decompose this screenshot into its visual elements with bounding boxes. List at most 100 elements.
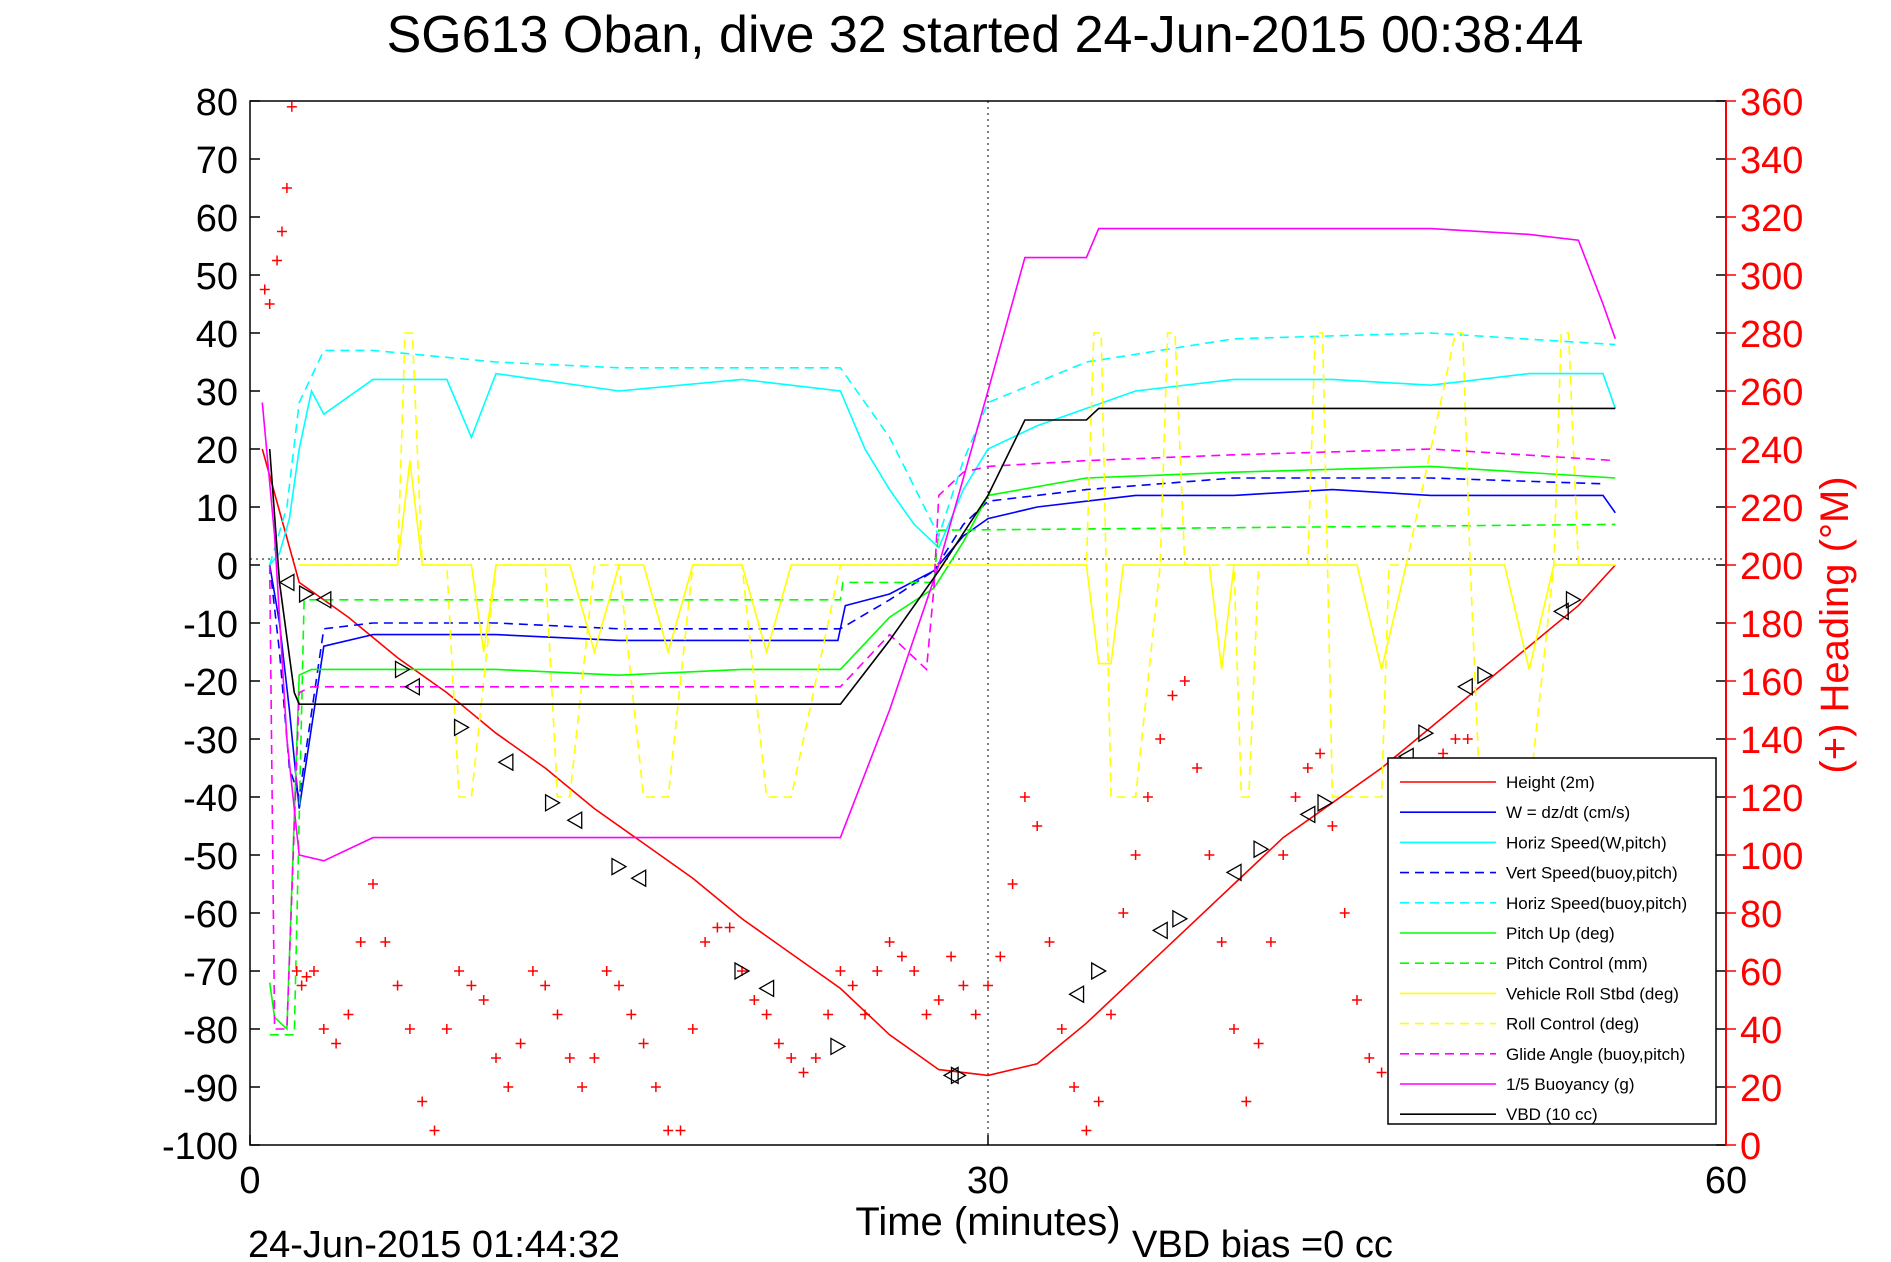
time-marker-triangle: [1418, 724, 1435, 743]
heading-marker: [1106, 1009, 1116, 1020]
y-right-tick-label: 200: [1740, 546, 1803, 588]
heading-marker: [675, 1125, 686, 1136]
y-right-tick-label: 0: [1740, 1126, 1761, 1168]
heading-marker: [1216, 937, 1227, 947]
heading-marker: [1019, 792, 1030, 802]
heading-marker: [1462, 734, 1473, 744]
heading-marker: [650, 1082, 661, 1092]
y-right-tick-label: 260: [1740, 372, 1803, 414]
heading-marker: [1056, 1024, 1067, 1034]
legend-entry-roll-control-deg: Roll Control (deg): [1400, 1015, 1639, 1034]
heading-marker: [1302, 763, 1313, 773]
heading-marker: [552, 1009, 563, 1020]
footer-vbd-bias: VBD bias =0 cc: [1132, 1224, 1393, 1262]
heading-marker: [1438, 748, 1449, 759]
heading-marker: [454, 966, 465, 976]
heading-marker: [429, 1125, 440, 1136]
heading-marker: [1229, 1024, 1239, 1034]
heading-marker: [921, 1009, 932, 1020]
y-right-tick-label: 160: [1740, 662, 1803, 704]
time-marker-triangle: [453, 718, 470, 737]
heading-marker: [308, 966, 319, 976]
time-marker-triangle: [758, 979, 775, 998]
heading-marker: [1081, 1125, 1092, 1136]
heading-marker: [540, 980, 551, 991]
heading-marker: [259, 284, 270, 295]
heading-marker: [1007, 879, 1018, 889]
y-left-tick-label: 60: [196, 198, 238, 240]
heading-marker: [368, 879, 378, 889]
y-left-tick-label: -100: [162, 1126, 238, 1168]
heading-marker: [392, 980, 403, 991]
time-marker-triangle: [950, 1066, 967, 1085]
heading-marker: [1278, 850, 1289, 860]
y-left-tick-label: -70: [183, 952, 238, 994]
y-left-tick-label: 20: [196, 430, 238, 472]
legend-label: VBD (10 cc): [1506, 1105, 1598, 1124]
heading-marker: [1155, 734, 1166, 744]
heading-marker: [724, 922, 735, 933]
time-marker-triangle: [1253, 840, 1270, 859]
y-left-tick-label: -40: [183, 778, 238, 820]
legend-label: W = dz/dt (cm/s): [1506, 803, 1630, 822]
y-left-tick-label: 80: [196, 82, 238, 124]
heading-marker: [589, 1053, 600, 1063]
y-right-tick-label: 180: [1740, 604, 1803, 646]
series-line-1-5-buoyancy-g: [261, 227, 1617, 862]
time-marker-triangle: [497, 753, 514, 772]
heading-marker: [958, 980, 969, 991]
heading-marker: [638, 1038, 649, 1049]
series-line-pitch-control-mm: [269, 523, 1616, 1036]
heading-marker: [614, 980, 624, 991]
heading-marker: [272, 255, 283, 266]
y-right-tick-label: 220: [1740, 488, 1803, 530]
legend-label: Horiz Speed(buoy,pitch): [1506, 894, 1687, 913]
legend-entry-pitch-up-deg: Pitch Up (deg): [1400, 924, 1615, 943]
heading-marker: [1179, 676, 1190, 686]
y-right-tick-label: 300: [1740, 256, 1803, 298]
y-left-tick-label: -50: [183, 836, 238, 878]
heading-marker: [1450, 734, 1461, 744]
time-marker-triangle: [611, 857, 628, 876]
y-right-tick-label: 360: [1740, 82, 1803, 124]
legend-label: Pitch Control (mm): [1506, 954, 1648, 973]
x-tick-label: 30: [967, 1160, 1009, 1202]
heading-marker: [933, 995, 944, 1005]
heading-marker: [441, 1024, 452, 1034]
y-axis-right-label: (+) Heading (°M): [1813, 476, 1857, 773]
y-right-tick-label: 340: [1740, 140, 1803, 182]
y-left-tick-label: -60: [183, 894, 238, 936]
heading-marker: [1339, 908, 1350, 918]
legend-label: Glide Angle (buoy,pitch): [1506, 1045, 1685, 1064]
y-left-tick-label: -90: [183, 1068, 238, 1110]
heading-marker: [355, 937, 366, 947]
legend-entry-pitch-control-mm: Pitch Control (mm): [1400, 954, 1648, 973]
time-marker-triangle: [630, 869, 647, 888]
series-line-roll-control-deg: [299, 332, 1616, 798]
heading-marker: [847, 980, 858, 991]
time-marker-triangle: [830, 1037, 847, 1056]
time-marker-triangle: [566, 811, 583, 830]
heading-marker: [601, 966, 612, 976]
heading-marker: [1315, 748, 1326, 759]
heading-marker: [749, 995, 760, 1005]
time-marker-triangle: [1151, 921, 1168, 940]
y-left-tick-label: 70: [196, 140, 238, 182]
heading-marker: [872, 966, 883, 976]
time-marker-triangle: [1225, 863, 1242, 882]
series-line-vbd-10-cc: [268, 407, 1616, 706]
legend-entry-height-2m: Height (2m): [1400, 773, 1595, 792]
y-left-tick-label: -30: [183, 720, 238, 762]
time-marker-triangle: [1068, 985, 1085, 1004]
y-left-tick-label: 30: [196, 372, 238, 414]
series-line-horiz-speed-w-pitch: [269, 372, 1617, 566]
y-right-tick-label: 40: [1740, 1010, 1782, 1052]
heading-marker: [970, 1009, 981, 1020]
y-left-tick-label: 50: [196, 256, 238, 298]
heading-marker: [761, 1009, 772, 1020]
time-marker-triangle: [734, 961, 751, 981]
y-left-tick-label: -10: [183, 604, 238, 646]
legend-entry-w-dz-dt-cm-s: W = dz/dt (cm/s): [1400, 803, 1630, 822]
time-marker-triangle: [1456, 677, 1473, 696]
y-left-tick-label: 10: [196, 488, 238, 530]
